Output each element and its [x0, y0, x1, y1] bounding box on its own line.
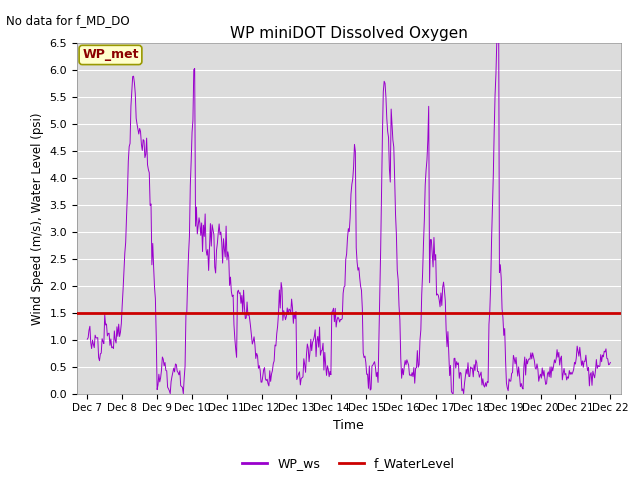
Text: No data for f_MD_DO: No data for f_MD_DO: [6, 14, 130, 27]
Legend: WP_ws, f_WaterLevel: WP_ws, f_WaterLevel: [237, 452, 460, 475]
Y-axis label: Wind Speed (m/s), Water Level (psi): Wind Speed (m/s), Water Level (psi): [31, 112, 44, 324]
Title: WP miniDOT Dissolved Oxygen: WP miniDOT Dissolved Oxygen: [230, 25, 468, 41]
X-axis label: Time: Time: [333, 419, 364, 432]
Text: WP_met: WP_met: [82, 48, 139, 61]
